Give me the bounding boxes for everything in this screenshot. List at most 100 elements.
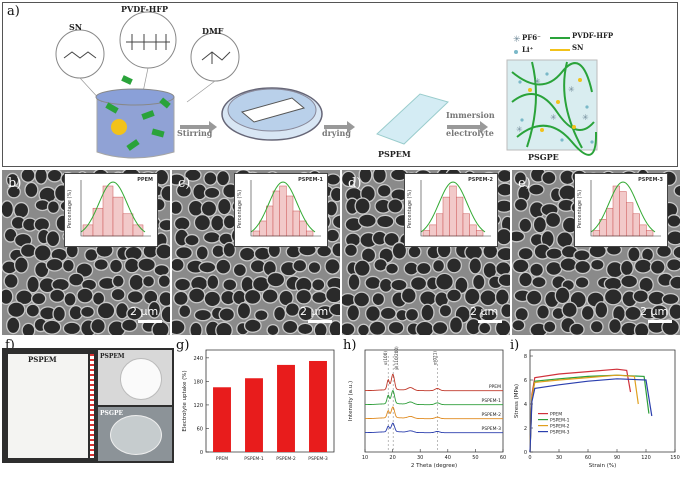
histogram-bar — [469, 224, 477, 237]
gel-network-icon: ✳ ✳ ✳ ✳ ✳ — [506, 59, 598, 156]
sem-image-2: Percentage (%) PSPEM-1 2 μm c) — [172, 170, 340, 335]
panel-label-b: b) — [8, 176, 22, 191]
gaussian-fit-line — [590, 181, 656, 233]
panel-label-g: g) — [176, 338, 190, 353]
legend-label: PSPEM-3 — [550, 430, 570, 436]
scale-bar-label: 2 μm — [470, 305, 499, 318]
panel-label-e: e) — [518, 176, 531, 191]
histogram-bar — [122, 213, 134, 237]
panel-label-i: i) — [510, 338, 520, 353]
histogram-bar — [646, 230, 654, 237]
pspem-disk-photo — [98, 350, 172, 405]
histogram-bar — [429, 224, 437, 237]
schematic-drawing: ✳ ✳ ✳ ✳ ✳ ✳ — [55, 11, 598, 159]
pspem-membrane-photo — [8, 354, 88, 458]
series-label: PSPEM-3 — [482, 426, 502, 432]
y-tick-label: 240 — [193, 356, 203, 362]
peak-label: α(100) — [383, 351, 388, 365]
histogram-bar — [456, 196, 464, 237]
gaussian-fit-line — [420, 181, 486, 233]
x-tick-label: 50 — [472, 455, 478, 461]
histogram-bar — [132, 224, 144, 237]
scale-bar-label: 2 μm — [130, 305, 159, 318]
histogram-bar — [292, 210, 300, 237]
histogram-bar — [306, 230, 314, 237]
membrane-sheet-icon — [376, 93, 449, 145]
scale-bar — [478, 320, 502, 323]
dmf-molecule-icon — [190, 32, 240, 82]
inset-sample-label: PSPEM-2 — [468, 177, 493, 183]
dmf-label: DMF — [202, 26, 224, 36]
inset-sample-label: PSPEM-1 — [298, 177, 323, 183]
electrolyte-uptake-chart: 0 60 120 180 240 PPEM PSPEM-1 PSPEM-2 PSPEM-3 Ele… — [182, 349, 335, 462]
inset-ylabel: Percentage (%) — [237, 189, 244, 229]
xrd-line-ppem — [365, 373, 503, 392]
histogram-bar — [606, 207, 614, 237]
electrolyte-label: electrolyte — [446, 128, 494, 138]
y-tick-label: 4 — [524, 402, 527, 408]
peak-label: β(110/200) — [394, 346, 399, 370]
inset-sample-label: PPEM — [137, 177, 153, 183]
y-axis-label: Electrolyte uptake (%) — [182, 370, 188, 431]
x-tick-label: PSPEM-2 — [276, 456, 296, 462]
panel-label-c: c) — [178, 176, 191, 191]
y-tick-label: 8 — [524, 354, 527, 360]
histogram-bar — [639, 224, 647, 237]
histogram-bar — [259, 220, 267, 237]
drying-label: drying — [322, 128, 351, 138]
series-label: PSPEM-1 — [482, 398, 502, 404]
x-tick-label: 60 — [500, 455, 506, 461]
sem-image-4: Percentage (%) PSPEM-3 2 μm e) — [512, 170, 680, 335]
x-axis-label: Strain (%) — [589, 463, 617, 469]
histogram-bar — [626, 202, 634, 237]
x-tick-label: 90 — [614, 455, 620, 461]
y-tick-label: 60 — [197, 426, 203, 432]
histogram-bar — [82, 224, 94, 237]
y-axis-label: Intensity (a.u.) — [348, 381, 354, 421]
histogram-bar — [612, 185, 620, 237]
plot-frame — [205, 349, 335, 453]
stress-strain-chart: 0 30 60 90 120 150 0 2 4 6 8 PPEMPSPEM-1PSPEM-2PSPE… — [514, 349, 680, 469]
y-tick-label: 0 — [200, 450, 203, 456]
y-tick-label: 2 — [524, 426, 527, 432]
bar-ppem — [213, 387, 231, 452]
y-tick-label: 6 — [524, 378, 527, 384]
sn-label: SN — [69, 22, 83, 32]
petri-dish-icon — [221, 87, 323, 141]
scale-bar — [648, 320, 672, 323]
xrd-chart: 10 20 30 40 50 60 PPEM PSPEM-1 PSPEM-2 PSPEM-3 α(1… — [348, 346, 506, 469]
histogram-bar — [476, 230, 484, 237]
histogram-bar — [279, 185, 287, 237]
y-tick-label: 180 — [193, 379, 203, 385]
panel-label-a: a) — [7, 4, 20, 19]
stress-curve-pspem-2 — [529, 374, 639, 453]
x-tick-label: 120 — [641, 455, 651, 461]
x-tick-label: 60 — [585, 455, 591, 461]
inset-sample-label: PSPEM-3 — [638, 177, 663, 183]
histogram-bar — [266, 205, 274, 237]
beaker-icon — [95, 75, 175, 159]
xrd-line-pspem-3 — [365, 422, 503, 434]
photo-label-pspem: PSPEM — [28, 355, 57, 364]
histogram-bar — [442, 196, 450, 237]
svg-text:✳: ✳ — [534, 77, 541, 86]
scale-bar — [138, 320, 162, 323]
psgpe-photo — [98, 407, 172, 461]
x-tick-label: 10 — [362, 455, 368, 461]
y-axis-label: Stress (MPa) — [514, 384, 520, 418]
histogram-bar — [462, 213, 470, 237]
histogram-bar — [102, 185, 114, 237]
histogram-bar — [449, 185, 457, 237]
stirring-label: Stirring — [177, 128, 213, 138]
svg-text:✳: ✳ — [516, 125, 523, 134]
inset-ylabel: Percentage (%) — [577, 189, 584, 229]
inset-ylabel: Percentage (%) — [67, 189, 74, 229]
peak-label: α(021) — [432, 351, 437, 365]
svg-text:✳: ✳ — [582, 113, 589, 122]
pvdf-molecule-icon — [119, 11, 177, 69]
x-tick-label: PSPEM-1 — [244, 456, 264, 462]
sem-image-1: Percentage (%) PPEM 2 μm b) — [2, 170, 170, 335]
y-tick-label: 0 — [524, 450, 527, 456]
x-tick-label: 20 — [389, 455, 395, 461]
legend-label: PPEM — [550, 412, 562, 418]
